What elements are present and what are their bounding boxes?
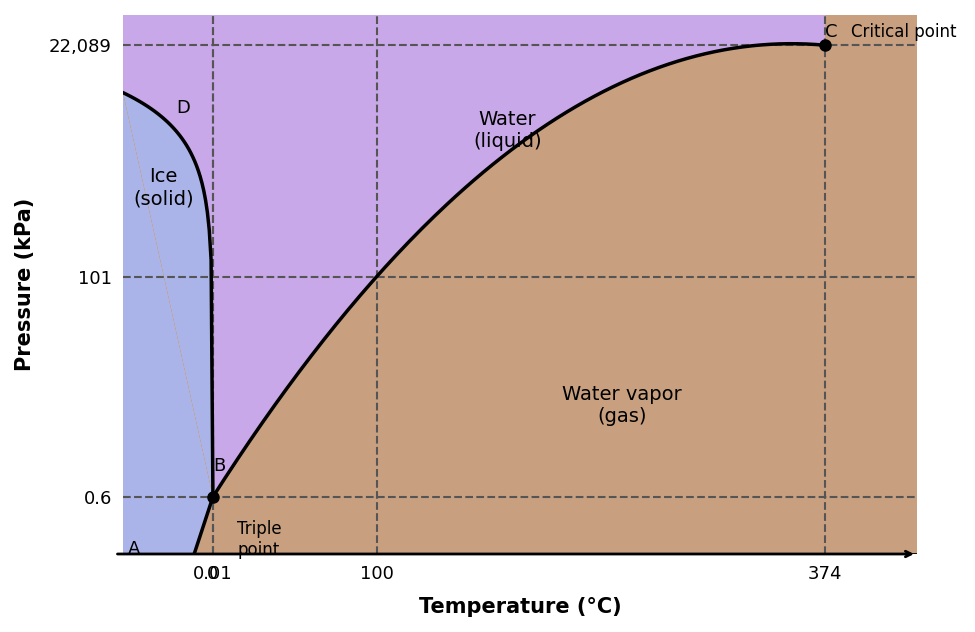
Text: Water
(liquid): Water (liquid) [473, 111, 542, 152]
Text: D: D [176, 99, 190, 117]
Polygon shape [123, 15, 916, 497]
Y-axis label: Pressure (kPa): Pressure (kPa) [15, 198, 35, 371]
Polygon shape [123, 93, 213, 632]
Polygon shape [825, 15, 916, 46]
X-axis label: Temperature (°C): Temperature (°C) [418, 597, 621, 617]
Text: Critical point: Critical point [851, 23, 956, 41]
Text: C: C [825, 23, 838, 41]
Text: A: A [128, 540, 140, 557]
Text: Triple
point: Triple point [238, 520, 282, 559]
Text: Ice
(solid): Ice (solid) [134, 167, 194, 209]
Text: Water vapor
(gas): Water vapor (gas) [563, 386, 682, 426]
Text: B: B [213, 457, 225, 475]
